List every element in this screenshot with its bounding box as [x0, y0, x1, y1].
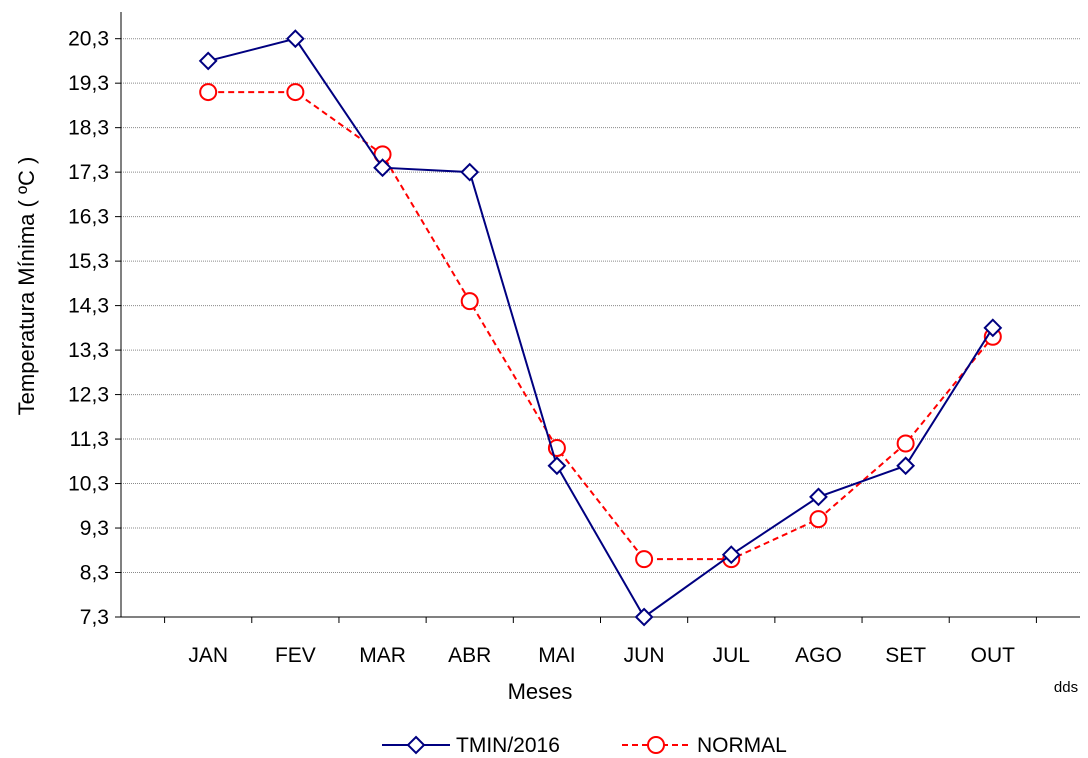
y-tick-label: 12,3 — [68, 384, 109, 407]
legend: TMIN/2016 NORMAL — [382, 734, 787, 757]
y-tick-labels: 7,3 8,3 9,3 10,3 11,3 12,3 13,3 14,3 15,3 16,3 17,… — [68, 28, 109, 629]
data-point-jun — [634, 607, 654, 627]
data-point-abr — [460, 162, 480, 182]
x-tick-label-out: OUT — [971, 644, 1016, 667]
x-tick-label-mai: MAI — [538, 644, 575, 667]
series-0 — [198, 29, 1003, 627]
x-tick-label-ago: AGO — [795, 644, 842, 667]
data-point-ago — [809, 487, 828, 507]
x-tick-label-mar: MAR — [359, 644, 406, 667]
y-tick-label: 15,3 — [68, 250, 109, 273]
data-point-fev — [285, 29, 305, 49]
y-tick-label: 10,3 — [68, 473, 109, 496]
data-point-abr — [460, 292, 479, 311]
x-tick-label-jun: JUN — [624, 644, 665, 667]
y-tick-label: 18,3 — [68, 117, 109, 140]
legend-label: TMIN/2016 — [456, 734, 560, 757]
y-tick-label: 7,3 — [80, 606, 109, 629]
y-tick-label: 20,3 — [68, 28, 109, 51]
series-layer — [198, 29, 1003, 627]
x-tick-label-jul: JUL — [713, 644, 750, 667]
x-tick-label-fev: FEV — [275, 644, 316, 667]
data-point-set — [896, 434, 915, 453]
x-axis-title: Meses — [508, 679, 573, 704]
y-tick-label: 19,3 — [68, 72, 109, 95]
legend-swatch-marker — [406, 735, 426, 755]
data-point-mai — [547, 456, 567, 476]
data-point-fev — [286, 83, 305, 102]
y-tick-label: 14,3 — [68, 295, 109, 318]
data-point-set — [896, 456, 916, 476]
data-point-mar — [373, 158, 392, 178]
data-point-jul — [721, 545, 741, 565]
y-axis-title: Temperatura Mínima ( ºC ) — [14, 157, 39, 416]
x-tick-label-abr: ABR — [448, 644, 491, 667]
data-point-out — [983, 318, 1003, 338]
data-point-ago — [809, 510, 828, 529]
legend-swatch-marker — [647, 736, 665, 754]
data-point-jan — [198, 51, 218, 71]
legend-label: NORMAL — [697, 734, 787, 757]
series-line-1 — [208, 91, 994, 561]
legend-item-1: NORMAL — [622, 734, 787, 757]
y-tick-label: 13,3 — [68, 339, 109, 362]
chart-note: dds — [1054, 679, 1078, 696]
y-tick-label: 11,3 — [70, 428, 109, 451]
data-point-jan — [199, 83, 218, 102]
y-tick-label: 16,3 — [68, 206, 109, 229]
series-line-0 — [207, 37, 994, 619]
y-tick-label: 17,3 — [68, 161, 109, 184]
x-tick-label-set: SET — [885, 644, 926, 667]
axes — [115, 12, 1080, 623]
y-tick-label: 9,3 — [80, 517, 109, 540]
y-tick-label: 8,3 — [80, 562, 109, 585]
legend-item-0: TMIN/2016 — [382, 734, 560, 757]
data-point-jun — [635, 550, 654, 569]
x-tick-label-jan: JAN — [188, 644, 228, 667]
x-tick-labels: JAN FEV MAR ABR MAI JUN JUL AGO SET OUT — [188, 644, 1015, 667]
